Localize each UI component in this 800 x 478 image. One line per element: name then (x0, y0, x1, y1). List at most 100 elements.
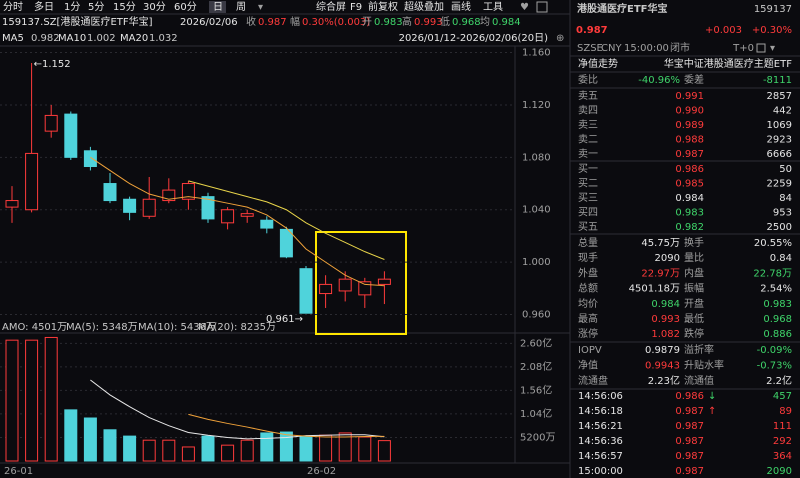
candle-body (299, 268, 313, 314)
ma-legend-name: MA20 (120, 33, 148, 44)
candle-body (377, 278, 391, 285)
checkbox[interactable] (756, 43, 766, 53)
trade-time: 14:56:36 (578, 436, 623, 447)
window-icon[interactable] (536, 1, 548, 13)
volume-bar (201, 435, 215, 462)
order-price: 0.989 (675, 120, 704, 131)
info-value: 0.987 (258, 17, 287, 28)
volume-bar (377, 440, 391, 462)
trade-volume: 457 (773, 391, 792, 402)
annotation: 0.961→ (266, 314, 303, 325)
info-value: 0.968 (452, 17, 481, 28)
volume-bar (181, 446, 195, 462)
toolbar-tab[interactable]: 60分 (174, 1, 197, 13)
order-volume: 2500 (767, 222, 792, 233)
change: +0.003 (705, 25, 742, 36)
x-axis-label: 26-01 (4, 466, 33, 477)
y-tick-label: 2.60亿 (520, 336, 552, 349)
info-label: 高 (402, 15, 412, 28)
toolbar-tab[interactable]: F9 (350, 2, 362, 13)
market-info: 闭市 (670, 41, 690, 54)
volume-bar (338, 432, 352, 462)
info-value: 0.30%(0.003) (302, 17, 370, 28)
candle-body (319, 283, 333, 295)
ma-line (90, 379, 385, 440)
toolbar-tab[interactable]: 超级叠加 (404, 0, 444, 13)
candle-body (64, 113, 78, 158)
trade-arrow: ↓ (708, 391, 716, 402)
active-tab (209, 1, 226, 13)
field-label: 流通值 (684, 374, 714, 387)
x-axis-label: 26-02 (307, 466, 336, 477)
field-value: 0.984 (651, 299, 680, 310)
highlight-box (315, 231, 407, 335)
field-label: 换手 (684, 236, 704, 249)
trade-arrow: ↑ (708, 406, 716, 417)
volume-legend: MA(5): 5348万 (66, 322, 138, 333)
dropdown-icon[interactable]: ▾ (258, 2, 263, 13)
toolbar-tab[interactable]: 多日 (34, 0, 54, 13)
order-volume: 6666 (767, 149, 792, 160)
dropdown-icon[interactable]: ▾ (770, 43, 775, 54)
field-value: 20.55% (754, 238, 792, 249)
volume-bar (103, 429, 117, 462)
info-label: 开 (362, 17, 372, 28)
field-value: 0.993 (651, 314, 680, 325)
toolbar-tab[interactable]: 1分 (64, 1, 80, 13)
candle-body (338, 278, 352, 292)
volume-bar (240, 439, 254, 462)
volume-bar (25, 339, 39, 462)
toolbar-tab[interactable]: 工具 (483, 1, 503, 13)
candle-body (201, 196, 215, 220)
toolbar-tab[interactable]: 15分 (113, 1, 136, 13)
field-value: 2.23亿 (648, 374, 680, 387)
order-volume: 442 (773, 106, 792, 117)
candle-body (103, 183, 117, 202)
field-label: 跌停 (684, 327, 704, 340)
security-code: 159137.SZ[港股通医疗ETF华宝] (2, 15, 153, 28)
heart-icon[interactable]: ♥ (520, 2, 529, 13)
toolbar-tab[interactable]: 前复权 (368, 0, 398, 13)
ma-legend-name: MA10 (58, 33, 86, 44)
y-tick-label: 1.040 (522, 205, 551, 216)
field-label: 开盘 (684, 297, 704, 310)
field-label: 涨停 (578, 327, 598, 340)
order-price: 0.987 (675, 149, 704, 160)
field-value: 0.9879 (645, 345, 680, 356)
trade-time: 14:56:57 (578, 451, 623, 462)
order-label: 卖五 (578, 90, 598, 102)
trade-price: 0.987 (675, 406, 704, 417)
field-value: 0.886 (763, 329, 792, 340)
order-price: 0.988 (675, 135, 704, 146)
y-tick-label: 1.04亿 (520, 407, 552, 420)
y-tick-label: 0.960 (522, 310, 551, 321)
y-tick-label: 1.000 (522, 257, 551, 268)
volume-bar (5, 339, 19, 462)
toolbar-tab[interactable]: 5分 (88, 1, 104, 13)
ma-legend-name: MA5 (2, 33, 24, 44)
order-label: 卖三 (578, 119, 598, 131)
trade-time: 14:56:21 (578, 421, 623, 432)
add-icon[interactable]: ⊕ (556, 33, 564, 44)
order-label: 买五 (578, 221, 598, 233)
ma-line (188, 413, 385, 438)
info-label: 均 (480, 16, 490, 28)
order-label: 买一 (578, 163, 598, 175)
toolbar-tab[interactable]: 日 (213, 2, 223, 13)
toolbar-tab[interactable]: 分时 (3, 1, 23, 13)
volume-bar (162, 439, 176, 462)
security-code: 159137 (754, 4, 792, 15)
toolbar-tab[interactable]: 综合屏 (316, 0, 346, 13)
volume-bar (319, 434, 333, 462)
candle-body (44, 114, 58, 132)
field-label: 均价 (578, 298, 598, 310)
ma-line (188, 180, 385, 260)
nav-tab[interactable]: 净值走势 (578, 57, 618, 70)
trade-volume: 89 (779, 406, 792, 417)
toolbar-tab[interactable]: 30分 (143, 1, 166, 13)
field-value: 2.2亿 (766, 374, 792, 387)
volume-bar (123, 435, 137, 462)
toolbar-tab[interactable]: 周 (236, 1, 246, 13)
toolbar-tab[interactable]: 画线 (451, 0, 471, 13)
ma-legend-value: 1.032 (149, 33, 178, 44)
